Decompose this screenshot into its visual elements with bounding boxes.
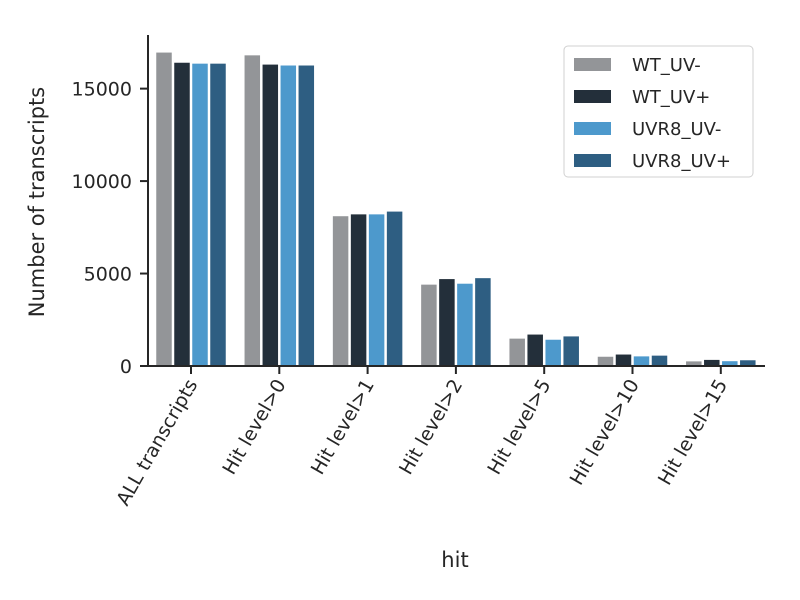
y-tick-label: 10000 [72, 171, 132, 193]
legend-label: UVR8_UV+ [632, 151, 731, 172]
bar-uvr8-uv--3 [475, 278, 491, 366]
bar-uvr8-uv--6 [722, 361, 738, 366]
bar-wt-uv--4 [509, 338, 525, 366]
x-tick-label: Hit level>10 [566, 376, 644, 489]
bar-wt-uv--0 [156, 52, 172, 366]
bar-uvr8-uv--4 [545, 339, 561, 366]
bar-uvr8-uv--2 [386, 211, 403, 366]
bar-uvr8-uv--2 [368, 214, 385, 366]
bar-uvr8-uv--5 [633, 356, 650, 366]
bar-wt-uv--2 [350, 214, 367, 366]
x-tick-label: Hit level>1 [307, 376, 379, 479]
x-tick-label: Hit level>5 [483, 376, 555, 479]
legend-swatch [574, 154, 611, 167]
bar-uvr8-uv--0 [192, 63, 208, 366]
bar-wt-uv--1 [262, 64, 279, 366]
legend: WT_UV- WT_UV+ UVR8_UV- UVR8_UV+ [563, 45, 754, 178]
bar-wt-uv--6 [686, 361, 702, 366]
legend-swatch [574, 58, 611, 71]
bars-layer [156, 52, 756, 367]
legend-label: WT_UV+ [632, 87, 710, 108]
legend-label: WT_UV- [632, 55, 701, 76]
bar-wt-uv--3 [439, 279, 455, 366]
bar-wt-uv--5 [615, 354, 632, 366]
y-axis: 0 5000 10000 15000 [72, 35, 149, 378]
bar-wt-uv--6 [704, 359, 720, 366]
legend-swatch [574, 122, 611, 135]
y-tick-label: 5000 [84, 264, 132, 286]
x-tick-label: Hit level>0 [218, 376, 290, 479]
x-tick-label: Hit level>2 [395, 376, 467, 479]
y-tick-label: 0 [120, 356, 132, 378]
bar-wt-uv--1 [244, 55, 261, 367]
bar-uvr8-uv--1 [298, 65, 315, 366]
bar-uvr8-uv--1 [280, 65, 297, 366]
bar-uvr8-uv--5 [651, 355, 668, 366]
bar-uvr8-uv--3 [457, 283, 473, 366]
bar-wt-uv--3 [421, 284, 437, 366]
bar-uvr8-uv--6 [740, 360, 756, 366]
y-axis-title: Number of transcripts [25, 87, 49, 317]
y-tick-label: 15000 [72, 79, 132, 101]
x-axis-title: hit [441, 548, 468, 572]
x-tick-label: ALL transcripts [112, 376, 202, 510]
x-axis: ALL transcripts Hit level>0 Hit level>1 Hit… [112, 365, 765, 510]
bar-wt-uv--5 [597, 356, 614, 366]
bar-uvr8-uv--0 [210, 63, 226, 366]
legend-frame [563, 45, 754, 178]
bar-wt-uv--0 [174, 62, 190, 367]
bar-wt-uv--4 [527, 334, 543, 366]
x-tick-label: Hit level>15 [654, 376, 732, 489]
legend-label: UVR8_UV- [632, 119, 721, 140]
bar-uvr8-uv--4 [563, 336, 579, 366]
legend-swatch [574, 90, 611, 103]
bar-wt-uv--2 [332, 216, 349, 366]
